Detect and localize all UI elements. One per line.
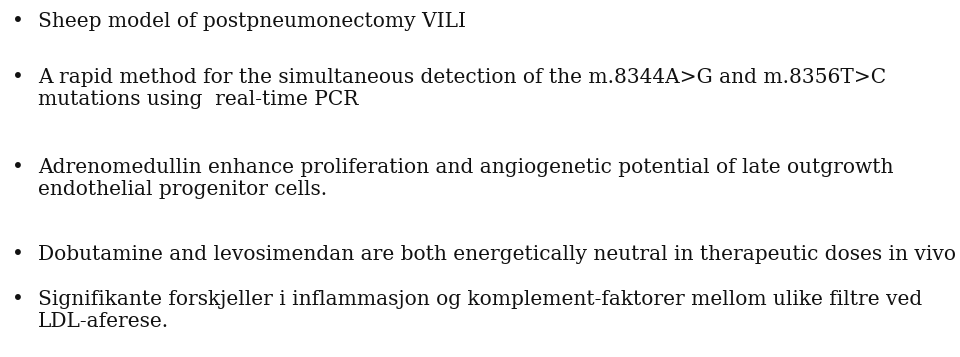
Text: •: •	[12, 290, 24, 309]
Text: Adrenomedullin enhance proliferation and angiogenetic potential of late outgrowt: Adrenomedullin enhance proliferation and…	[38, 158, 894, 177]
Text: Signifikante forskjeller i inflammasjon og komplement-faktorer mellom ulike filt: Signifikante forskjeller i inflammasjon …	[38, 290, 923, 309]
Text: LDL-aferese.: LDL-aferese.	[38, 312, 169, 331]
Text: Sheep model of postpneumonectomy VILI: Sheep model of postpneumonectomy VILI	[38, 12, 466, 31]
Text: •: •	[12, 12, 24, 31]
Text: •: •	[12, 158, 24, 177]
Text: endothelial progenitor cells.: endothelial progenitor cells.	[38, 180, 327, 199]
Text: •: •	[12, 68, 24, 87]
Text: •: •	[12, 245, 24, 264]
Text: mutations using  real-time PCR: mutations using real-time PCR	[38, 90, 358, 109]
Text: Dobutamine and levosimendan are both energetically neutral in therapeutic doses : Dobutamine and levosimendan are both ene…	[38, 245, 956, 264]
Text: A rapid method for the simultaneous detection of the m.8344A>G and m.8356T>C: A rapid method for the simultaneous dete…	[38, 68, 886, 87]
